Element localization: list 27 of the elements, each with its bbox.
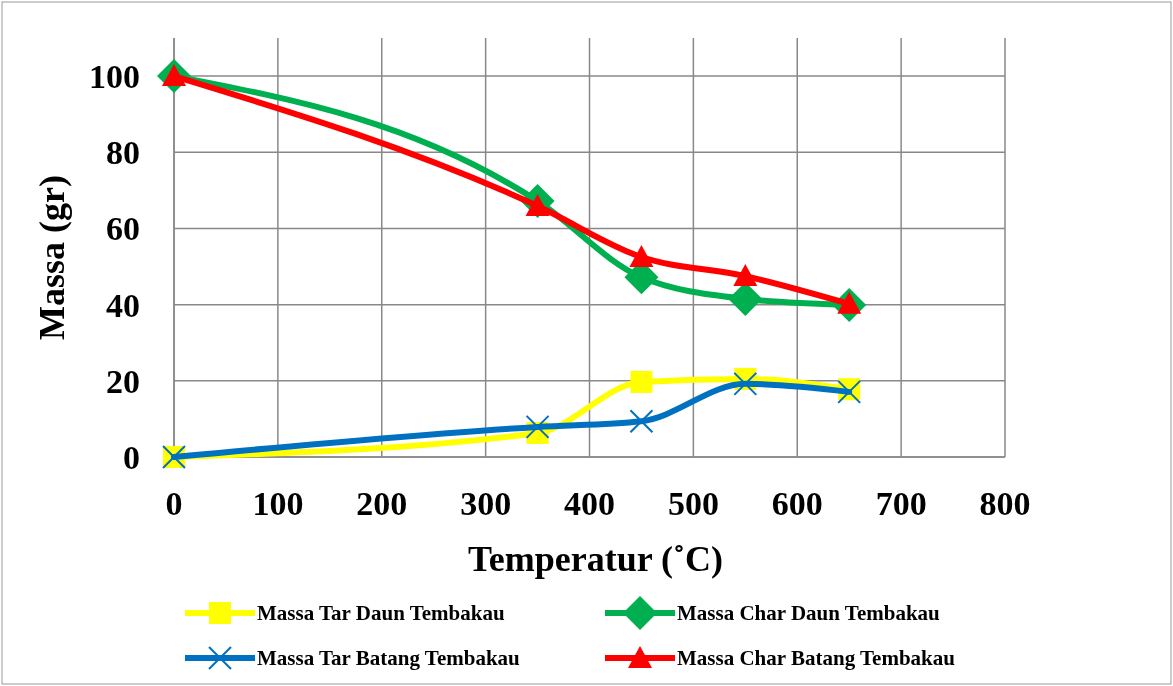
y-tick-label: 60 (106, 210, 140, 248)
x-tick-label: 200 (356, 485, 408, 522)
point (525, 414, 550, 439)
legend-label: Massa Tar Batang Tembakau (257, 646, 521, 671)
x-tick-label: 300 (460, 485, 512, 522)
point (733, 264, 758, 287)
y-tick-label: 20 (106, 362, 140, 400)
y-tick-label: 0 (123, 438, 140, 476)
y-axis-title: Massa (gr) (32, 175, 72, 340)
legend-label: Massa Char Daun Tembakau (677, 601, 941, 626)
y-tick-label: 80 (106, 134, 140, 172)
point (629, 409, 654, 434)
legend-label: Massa Char Batang Tembakau (677, 646, 956, 671)
x-tick-label: 800 (979, 485, 1031, 522)
x-axis-title: Temperatur (˚C) (468, 539, 723, 579)
point (733, 371, 758, 396)
point (629, 245, 654, 268)
x-tick-label: 400 (564, 485, 615, 522)
point (630, 370, 653, 393)
x-tick-label: 100 (252, 485, 304, 522)
x-tick-label: 0 (165, 485, 183, 522)
x-tick-label: 700 (875, 485, 927, 522)
x-tick-label: 600 (771, 485, 823, 522)
y-tick-label: 100 (89, 57, 140, 95)
y-tick-label: 40 (106, 286, 140, 324)
x-tick-label: 500 (667, 485, 719, 522)
legend-label: Massa Tar Daun Tembakau (257, 601, 505, 626)
